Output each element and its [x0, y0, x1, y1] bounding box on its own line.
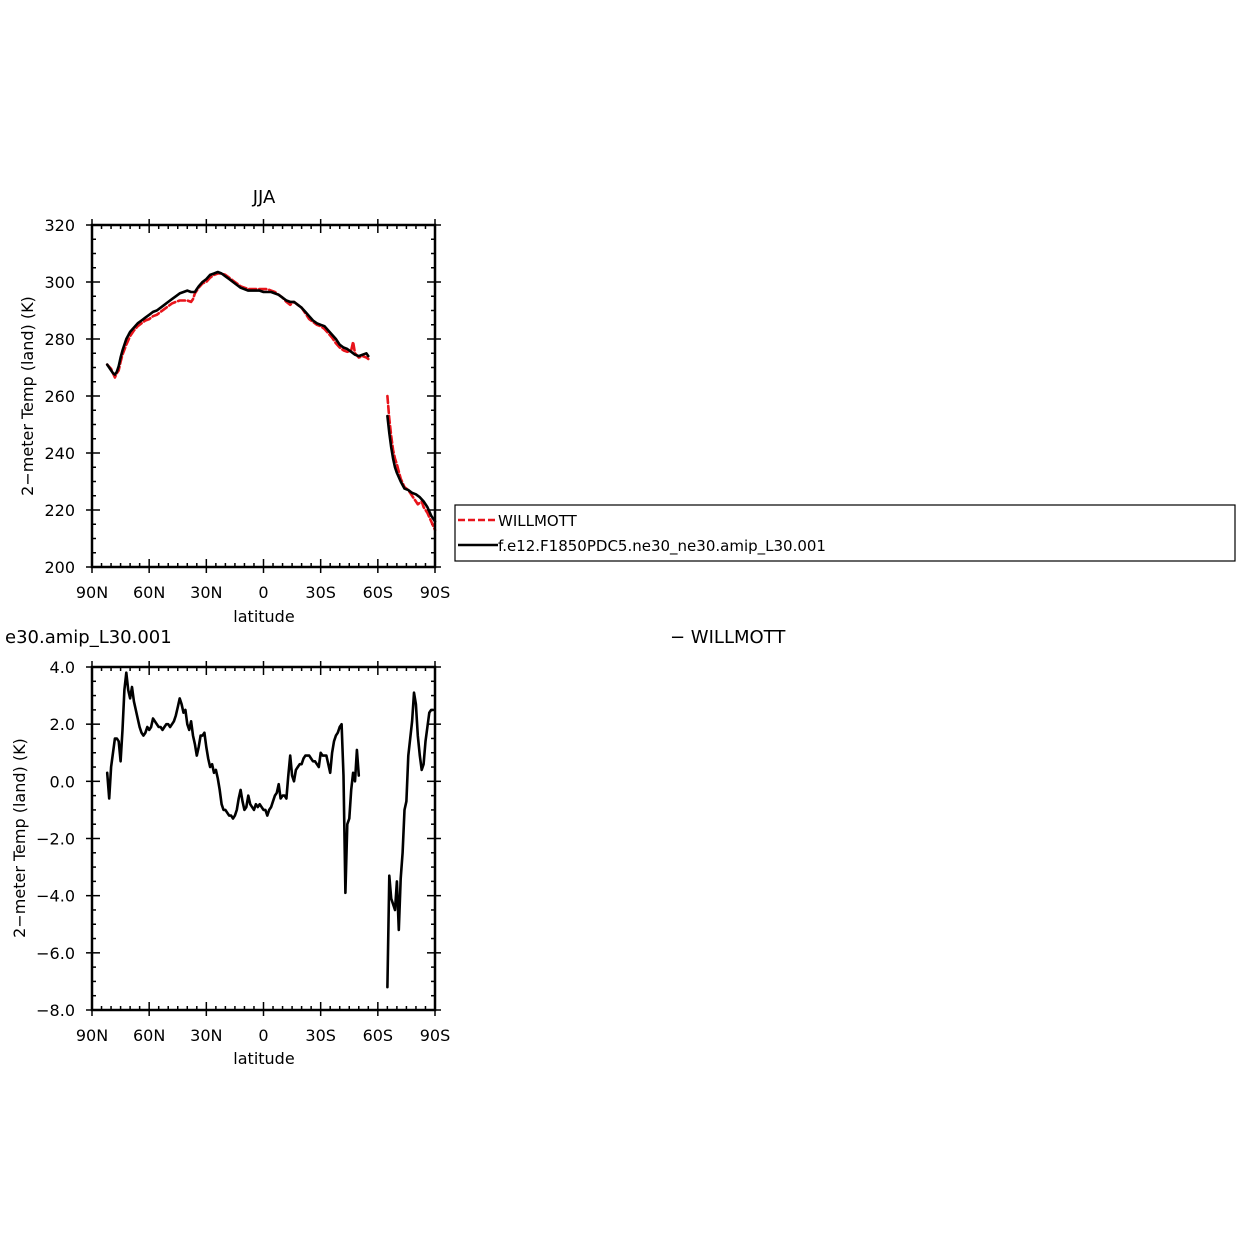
bottom-y-tick-label: −8.0 [36, 1001, 75, 1020]
legend-label-willmott: WILLMOTT [498, 512, 578, 530]
bottom-series-0-segment-1 [386, 691, 435, 989]
bottom-y-tick-label: 4.0 [50, 658, 75, 677]
top-x-tick-label: 30N [190, 583, 222, 602]
bottom-y-tick-label: −4.0 [36, 887, 75, 906]
top-y-tick-label: 240 [44, 444, 75, 463]
legend-label-model: f.e12.F1850PDC5.ne30_ne30.amip_L30.001 [498, 537, 826, 556]
bottom-x-tick-label: 60S [363, 1026, 394, 1045]
top-y-tick-label: 280 [44, 330, 75, 349]
bottom-series-lines [105, 671, 435, 989]
top-x-tick-label: 30S [305, 583, 336, 602]
bottom-x-tick-label: 30S [305, 1026, 336, 1045]
bottom-chart-title-right: − WILLMOTT [670, 627, 786, 648]
top-plot-frame [90, 223, 437, 569]
top-x-tick-label: 60S [363, 583, 394, 602]
legend: WILLMOTT f.e12.F1850PDC5.ne30_ne30.amip_… [454, 504, 1236, 562]
bottom-y-axis-label: 2−meter Temp (land) (K) [10, 738, 29, 938]
bottom-series-0-segment-0 [105, 671, 361, 895]
top-y-tick-label: 260 [44, 387, 75, 406]
top-panel: JJA 2−meter Temp (land) (K) latitude 90N… [18, 187, 450, 626]
top-axis-ticks: 90N 60N 30N 0 30S 60S 90S 200 220 240 260 280 300 320 [44, 216, 450, 602]
top-y-tick-label: 320 [44, 216, 75, 235]
top-y-axis-label: 2−meter Temp (land) (K) [18, 296, 37, 496]
bottom-plot-frame [90, 665, 437, 1012]
top-x-tick-label: 90S [420, 583, 451, 602]
bottom-y-tick-label: 2.0 [50, 715, 75, 734]
top-x-tick-label: 90N [76, 583, 108, 602]
bottom-x-tick-label: 90S [420, 1026, 451, 1045]
bottom-x-tick-label: 0 [258, 1026, 268, 1045]
bottom-y-tick-label: 0.0 [50, 772, 75, 791]
bottom-panel: e30.amip_L30.001 − WILLMOTT 2−meter Temp… [5, 627, 786, 1068]
top-y-tick-label: 200 [44, 558, 75, 577]
top-series-1-segment-1 [386, 414, 437, 523]
bottom-x-axis-label: latitude [233, 1049, 294, 1068]
top-series-lines [105, 270, 437, 532]
bottom-x-tick-label: 90N [76, 1026, 108, 1045]
top-y-tick-label: 220 [44, 501, 75, 520]
top-chart-title: JJA [252, 187, 276, 208]
legend-box [454, 504, 1236, 562]
top-y-tick-label: 300 [44, 273, 75, 292]
bottom-chart-title: e30.amip_L30.001 [5, 627, 172, 648]
bottom-y-tick-label: −6.0 [36, 944, 75, 963]
bottom-x-tick-label: 30N [190, 1026, 222, 1045]
top-series-1-segment-0 [105, 270, 370, 376]
bottom-x-tick-label: 60N [133, 1026, 165, 1045]
top-x-tick-label: 0 [258, 583, 268, 602]
top-x-tick-label: 60N [133, 583, 165, 602]
top-x-axis-label: latitude [233, 607, 294, 626]
bottom-y-tick-label: −2.0 [36, 830, 75, 849]
